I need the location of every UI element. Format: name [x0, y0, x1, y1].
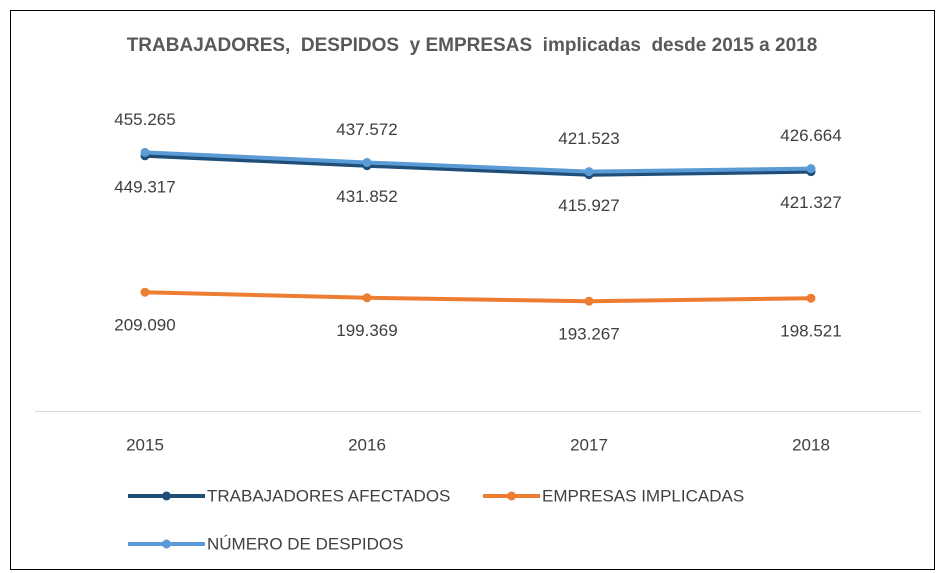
chart-title: TRABAJADORES, DESPIDOS y EMPRESAS implic…	[126, 35, 818, 56]
data-point	[140, 287, 150, 297]
data-label: 421.523	[558, 129, 619, 148]
chart-border	[10, 10, 935, 570]
series-line	[143, 290, 813, 304]
data-label: 193.267	[558, 325, 619, 344]
data-label: 437.572	[336, 120, 397, 139]
x-tick-label: 2016	[348, 435, 386, 454]
series-line	[143, 150, 813, 174]
data-point	[806, 293, 816, 303]
data-point	[584, 296, 594, 306]
data-point	[362, 293, 372, 303]
x-tick-label: 2018	[792, 435, 830, 454]
legend-label: TRABAJADORES AFECTADOS	[207, 486, 450, 505]
x-tick-label: 2015	[126, 435, 164, 454]
series-line	[143, 153, 813, 177]
legend-marker	[162, 539, 171, 549]
data-point	[362, 157, 372, 167]
legend-label: NÚMERO DE DESPIDOS	[207, 534, 403, 553]
legend-marker	[162, 491, 171, 501]
data-point	[140, 147, 150, 157]
data-label: 198.521	[780, 322, 841, 341]
data-label: 449.317	[114, 177, 175, 196]
legend-marker	[507, 491, 516, 501]
data-label: 431.852	[336, 187, 397, 206]
data-label: 455.265	[114, 110, 175, 129]
data-label: 421.327	[780, 193, 841, 212]
data-label: 199.369	[336, 321, 397, 340]
legend-label: EMPRESAS IMPLICADAS	[542, 486, 744, 505]
data-point	[806, 164, 816, 174]
x-tick-label: 2017	[570, 435, 608, 454]
data-point	[584, 167, 594, 177]
data-label: 426.664	[780, 126, 841, 145]
data-label: 415.927	[558, 196, 619, 215]
data-label: 209.090	[114, 316, 175, 335]
